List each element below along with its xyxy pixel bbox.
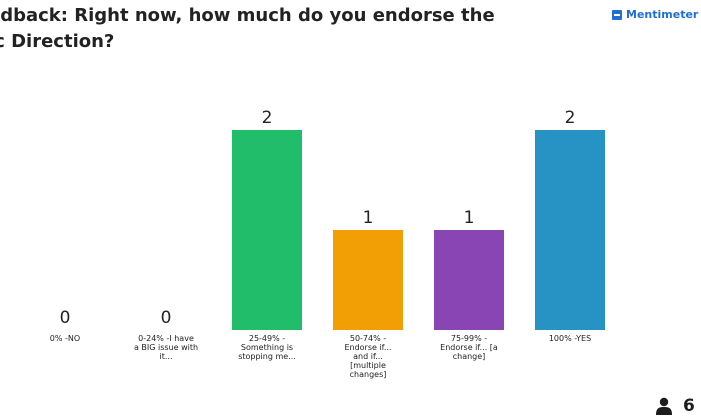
- data-label: 2: [262, 108, 273, 128]
- category-label: 25-49% -Something is stopping me...: [238, 334, 296, 361]
- category-label: 0-24% -I have a BIG issue with it...: [134, 334, 198, 361]
- category-label: 100% -YES: [549, 334, 591, 343]
- bar: [333, 230, 403, 330]
- category-label: 75-99% -Endorse if... [a change]: [440, 334, 498, 361]
- participant-count: 6: [655, 396, 695, 416]
- category-label: 0% -NO: [50, 334, 80, 343]
- bar: [434, 230, 504, 330]
- data-label: 2: [565, 108, 576, 128]
- person-icon: [656, 397, 672, 415]
- mentimeter-logo-icon: [612, 9, 622, 20]
- chart-title: edback: Right now, how much do you endor…: [0, 5, 495, 52]
- mentimeter-logo: Mentimeter: [612, 8, 698, 21]
- data-label: 1: [363, 208, 374, 228]
- brand-name: Mentimeter: [626, 8, 699, 21]
- data-label: 0: [161, 308, 172, 328]
- participant-count-value: 6: [683, 396, 695, 416]
- data-label: 0: [60, 308, 71, 328]
- data-label: 1: [464, 208, 475, 228]
- bar: [232, 130, 302, 330]
- bar: [535, 130, 605, 330]
- category-label: 50-74% -Endorse if... and if... [multiple c…: [344, 334, 391, 379]
